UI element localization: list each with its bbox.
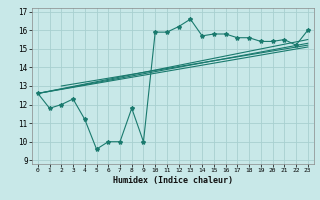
X-axis label: Humidex (Indice chaleur): Humidex (Indice chaleur) (113, 176, 233, 185)
